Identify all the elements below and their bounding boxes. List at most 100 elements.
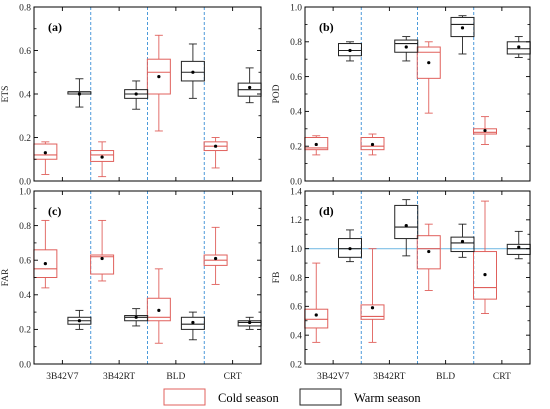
warm-box-3B42RT	[124, 308, 149, 327]
warm-box-BLD	[180, 43, 205, 99]
y-tick-label: 0.8	[19, 222, 31, 232]
cold-box-3B42RT	[90, 141, 115, 178]
box-mean-marker	[370, 142, 375, 147]
box-mean-marker	[314, 142, 318, 147]
warm-box-CRT	[237, 316, 262, 330]
cold-box-CRT	[473, 200, 497, 314]
legend-warm-label: Warm season	[354, 391, 421, 405]
box-mean-marker	[517, 245, 521, 249]
cold-box-CRT	[473, 116, 497, 145]
panel-a: 0.0 0.2 0.4 0.6 0.8 ETS (a)	[1, 3, 262, 187]
cold-box-3B42V7	[33, 219, 58, 289]
y-tick-label: 1.0	[290, 3, 302, 13]
y-axis-label: POD	[272, 84, 282, 103]
cold-box-3B42V7	[33, 141, 58, 175]
box-iqr	[394, 204, 419, 240]
cold-box-3B42RT	[360, 248, 385, 343]
warm-box-BLD	[450, 15, 475, 55]
box-mean-marker	[77, 92, 81, 96]
warm-box-3B42V7	[338, 229, 362, 263]
x-tick-label: 3B42RT	[373, 372, 405, 382]
warm-box-BLD	[180, 311, 205, 341]
box-mean-marker	[248, 85, 252, 90]
y-tick-label: 0.4	[19, 90, 31, 100]
x-tick-label: 3B42V7	[317, 372, 349, 382]
box-iqr	[360, 137, 385, 151]
box-mean-marker	[404, 45, 408, 49]
warm-box-3B42V7	[67, 78, 92, 108]
legend-cold-label: Cold season	[218, 391, 280, 405]
box-iqr	[394, 39, 419, 53]
cold-box-3B42RT	[90, 219, 115, 282]
x-tick-label: 3B42V7	[46, 372, 78, 382]
cold-box-BLD	[416, 223, 441, 291]
warm-box-3B42RT	[394, 36, 419, 62]
box-iqr	[180, 316, 205, 330]
cold-box-CRT	[203, 226, 228, 285]
box-mean-marker	[43, 262, 47, 266]
x-tick-label: CRT	[493, 372, 511, 382]
panel-d: 0.2 0.4 0.6 0.8 1.0 1.2 1.4 3B42V7 3B42RT BLD CRT F…	[272, 187, 531, 382]
box-mean-marker	[427, 61, 431, 65]
warm-box-BLD	[450, 223, 475, 258]
panel-tag: (a)	[48, 20, 62, 34]
box-iqr	[304, 308, 329, 329]
box-mean-marker	[77, 319, 81, 323]
box-mean-marker	[483, 128, 487, 133]
y-tick-label: 0.2	[19, 326, 31, 336]
panel-b: 0.0 0.2 0.4 0.6 0.8 1.0 POD (b)	[272, 3, 531, 187]
x-tick-label: CRT	[224, 372, 242, 382]
y-tick-label: 0.2	[290, 360, 302, 370]
box-mean-marker	[43, 151, 47, 155]
box-mean-marker	[134, 92, 138, 96]
y-tick-label: 0.2	[290, 143, 302, 153]
cold-box-CRT	[203, 137, 228, 169]
y-axis-label: FAR	[1, 268, 11, 286]
y-tick-label: 0.6	[290, 73, 302, 83]
box-iqr	[180, 60, 205, 82]
box-iqr	[338, 43, 362, 57]
box-mean-marker	[214, 256, 218, 261]
legend-cold-swatch	[163, 388, 206, 406]
warm-box-CRT	[237, 67, 262, 104]
y-tick-label: 0.6	[19, 257, 31, 267]
y-tick-label: 0.0	[19, 360, 31, 370]
box-mean-marker	[483, 273, 487, 277]
box-mean-marker	[157, 75, 161, 79]
cold-box-3B42V7	[304, 262, 329, 343]
box-mean-marker	[191, 70, 195, 74]
y-tick-label: 1.2	[290, 216, 302, 226]
y-tick-label: 0.4	[290, 108, 302, 118]
box-iqr	[473, 251, 497, 300]
y-tick-label: 0.8	[19, 3, 31, 13]
box-mean-marker	[134, 315, 138, 319]
box-iqr	[338, 238, 362, 258]
box-iqr	[90, 150, 115, 162]
y-axis-label: ETS	[1, 86, 11, 103]
x-tick-label: BLD	[166, 372, 185, 382]
y-tick-label: 0.6	[290, 303, 302, 313]
box-iqr	[473, 128, 497, 135]
cold-box-BLD	[146, 34, 171, 132]
box-iqr	[146, 58, 171, 95]
box-iqr	[360, 304, 385, 320]
box-mean-marker	[214, 144, 218, 148]
box-mean-marker	[100, 155, 104, 159]
box-mean-marker	[348, 247, 352, 251]
y-tick-label: 0.8	[290, 274, 302, 284]
box-iqr	[90, 254, 115, 275]
warm-box-3B42V7	[338, 41, 362, 62]
box-iqr	[416, 46, 441, 79]
cold-box-BLD	[146, 268, 171, 344]
panel-tag: (b)	[319, 20, 334, 34]
legend-warm-swatch	[299, 388, 342, 406]
box-mean-marker	[191, 320, 195, 325]
box-iqr	[124, 315, 149, 322]
y-tick-label: 0.6	[19, 47, 31, 57]
y-tick-label: 1.4	[290, 187, 302, 197]
box-mean-marker	[427, 249, 431, 254]
y-tick-label: 0.4	[19, 291, 31, 301]
x-tick-label: 3B42RT	[103, 372, 135, 382]
box-iqr	[450, 236, 475, 253]
warm-box-3B42V7	[67, 309, 92, 330]
